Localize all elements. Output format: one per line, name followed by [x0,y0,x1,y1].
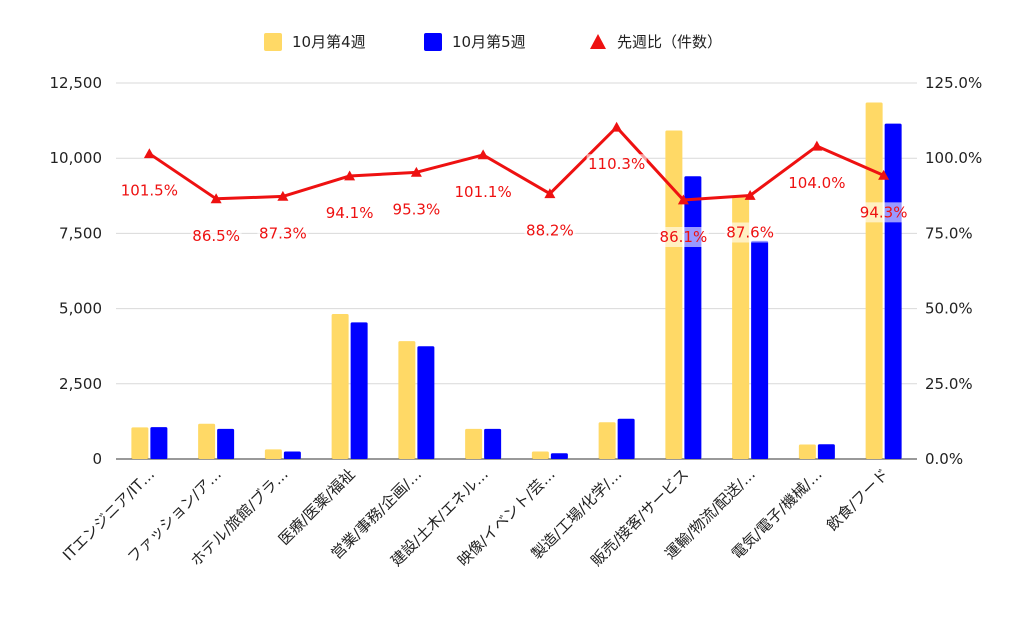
y-left-tick-label: 10,000 [50,149,103,167]
ratio-data-label: 101.5% [121,182,178,200]
bar-week4 [665,130,683,459]
bar-week4 [598,422,616,459]
ratio-data-label: 110.3% [588,155,645,173]
ratio-data-label: 95.3% [393,200,441,218]
ratio-label-bg [390,199,442,220]
bar-week4 [198,423,216,459]
ratio-data-label: 94.1% [326,204,374,222]
y-left-tick-label: 5,000 [59,300,102,318]
legend-label: 10月第5週 [452,33,526,51]
y-left-tick-label: 12,500 [50,74,103,92]
ratio-data-label: 94.3% [860,203,908,221]
ratio-label-bg [524,220,576,241]
x-category-label: 飲食/フード [823,465,892,534]
bar-week5 [751,240,769,459]
ratio-point-marker [410,166,422,177]
legend-swatch [264,33,282,51]
bar-week4 [465,428,483,459]
y-right-tick-label: 0.0% [925,450,963,468]
y-left-tick-label: 2,500 [59,375,102,393]
ratio-label-bg [190,225,242,246]
bar-week5 [217,428,235,459]
bar-week4 [131,427,149,459]
ratio-point-marker [143,148,155,159]
bar-week5 [884,123,902,459]
bar-week4 [331,314,349,459]
legend-label: 先週比（件数） [617,33,722,51]
y-left-tick-label: 7,500 [59,224,102,242]
y-right-tick-label: 100.0% [925,149,982,167]
bar-week5 [150,427,168,459]
ratio-point-marker [277,190,289,201]
ratio-data-label: 87.6% [726,223,774,241]
bar-week5 [283,451,301,459]
ratio-label-bg [858,202,910,223]
ratio-data-label: 87.3% [259,224,307,242]
bar-week4 [865,102,883,459]
bar-week5 [484,428,502,459]
legend-swatch [424,33,442,51]
ratio-label-bg [453,181,514,202]
bar-week5 [350,322,368,459]
ratio-data-label: 86.1% [660,228,708,246]
ratio-point-marker [611,121,623,132]
y-right-tick-label: 50.0% [925,300,973,318]
bar-week4 [798,444,816,459]
ratio-point-marker [210,193,222,204]
y-right-tick-label: 75.0% [925,224,973,242]
ratio-point-marker [677,194,689,205]
bar-week5 [817,444,835,459]
ratio-label-bg [119,180,180,201]
bar-week4 [398,341,416,459]
ratio-line [148,125,885,202]
bar-week4 [531,451,549,459]
ratio-label-bg [257,223,309,244]
bar-week4 [732,197,750,459]
ratio-point-marker [744,189,756,200]
ratio-data-label: 104.0% [788,174,845,192]
bar-week5 [550,453,568,459]
ratio-point-marker [811,140,823,151]
bar-week4 [264,449,282,459]
ratio-label-bg [786,173,847,194]
ratio-label-bg [324,202,376,223]
y-right-tick-label: 125.0% [925,74,982,92]
bar-week5 [617,418,635,459]
legend-swatch [590,34,606,49]
ratio-label-bg [724,222,776,243]
bar-week5 [684,176,702,460]
y-right-tick-label: 25.0% [925,375,973,393]
bar-week5 [417,346,435,459]
ratio-point-marker [878,169,890,180]
ratio-data-label: 101.1% [455,183,512,201]
ratio-point-marker [344,170,356,181]
ratio-label-bg [657,227,709,248]
ratio-point-marker [477,149,489,160]
ratio-data-label: 88.2% [526,222,574,240]
ratio-label-bg [586,154,647,175]
y-left-tick-label: 0 [92,450,102,468]
ratio-data-label: 86.5% [192,227,240,245]
ratio-point-marker [544,188,556,199]
legend-label: 10月第4週 [292,33,366,51]
